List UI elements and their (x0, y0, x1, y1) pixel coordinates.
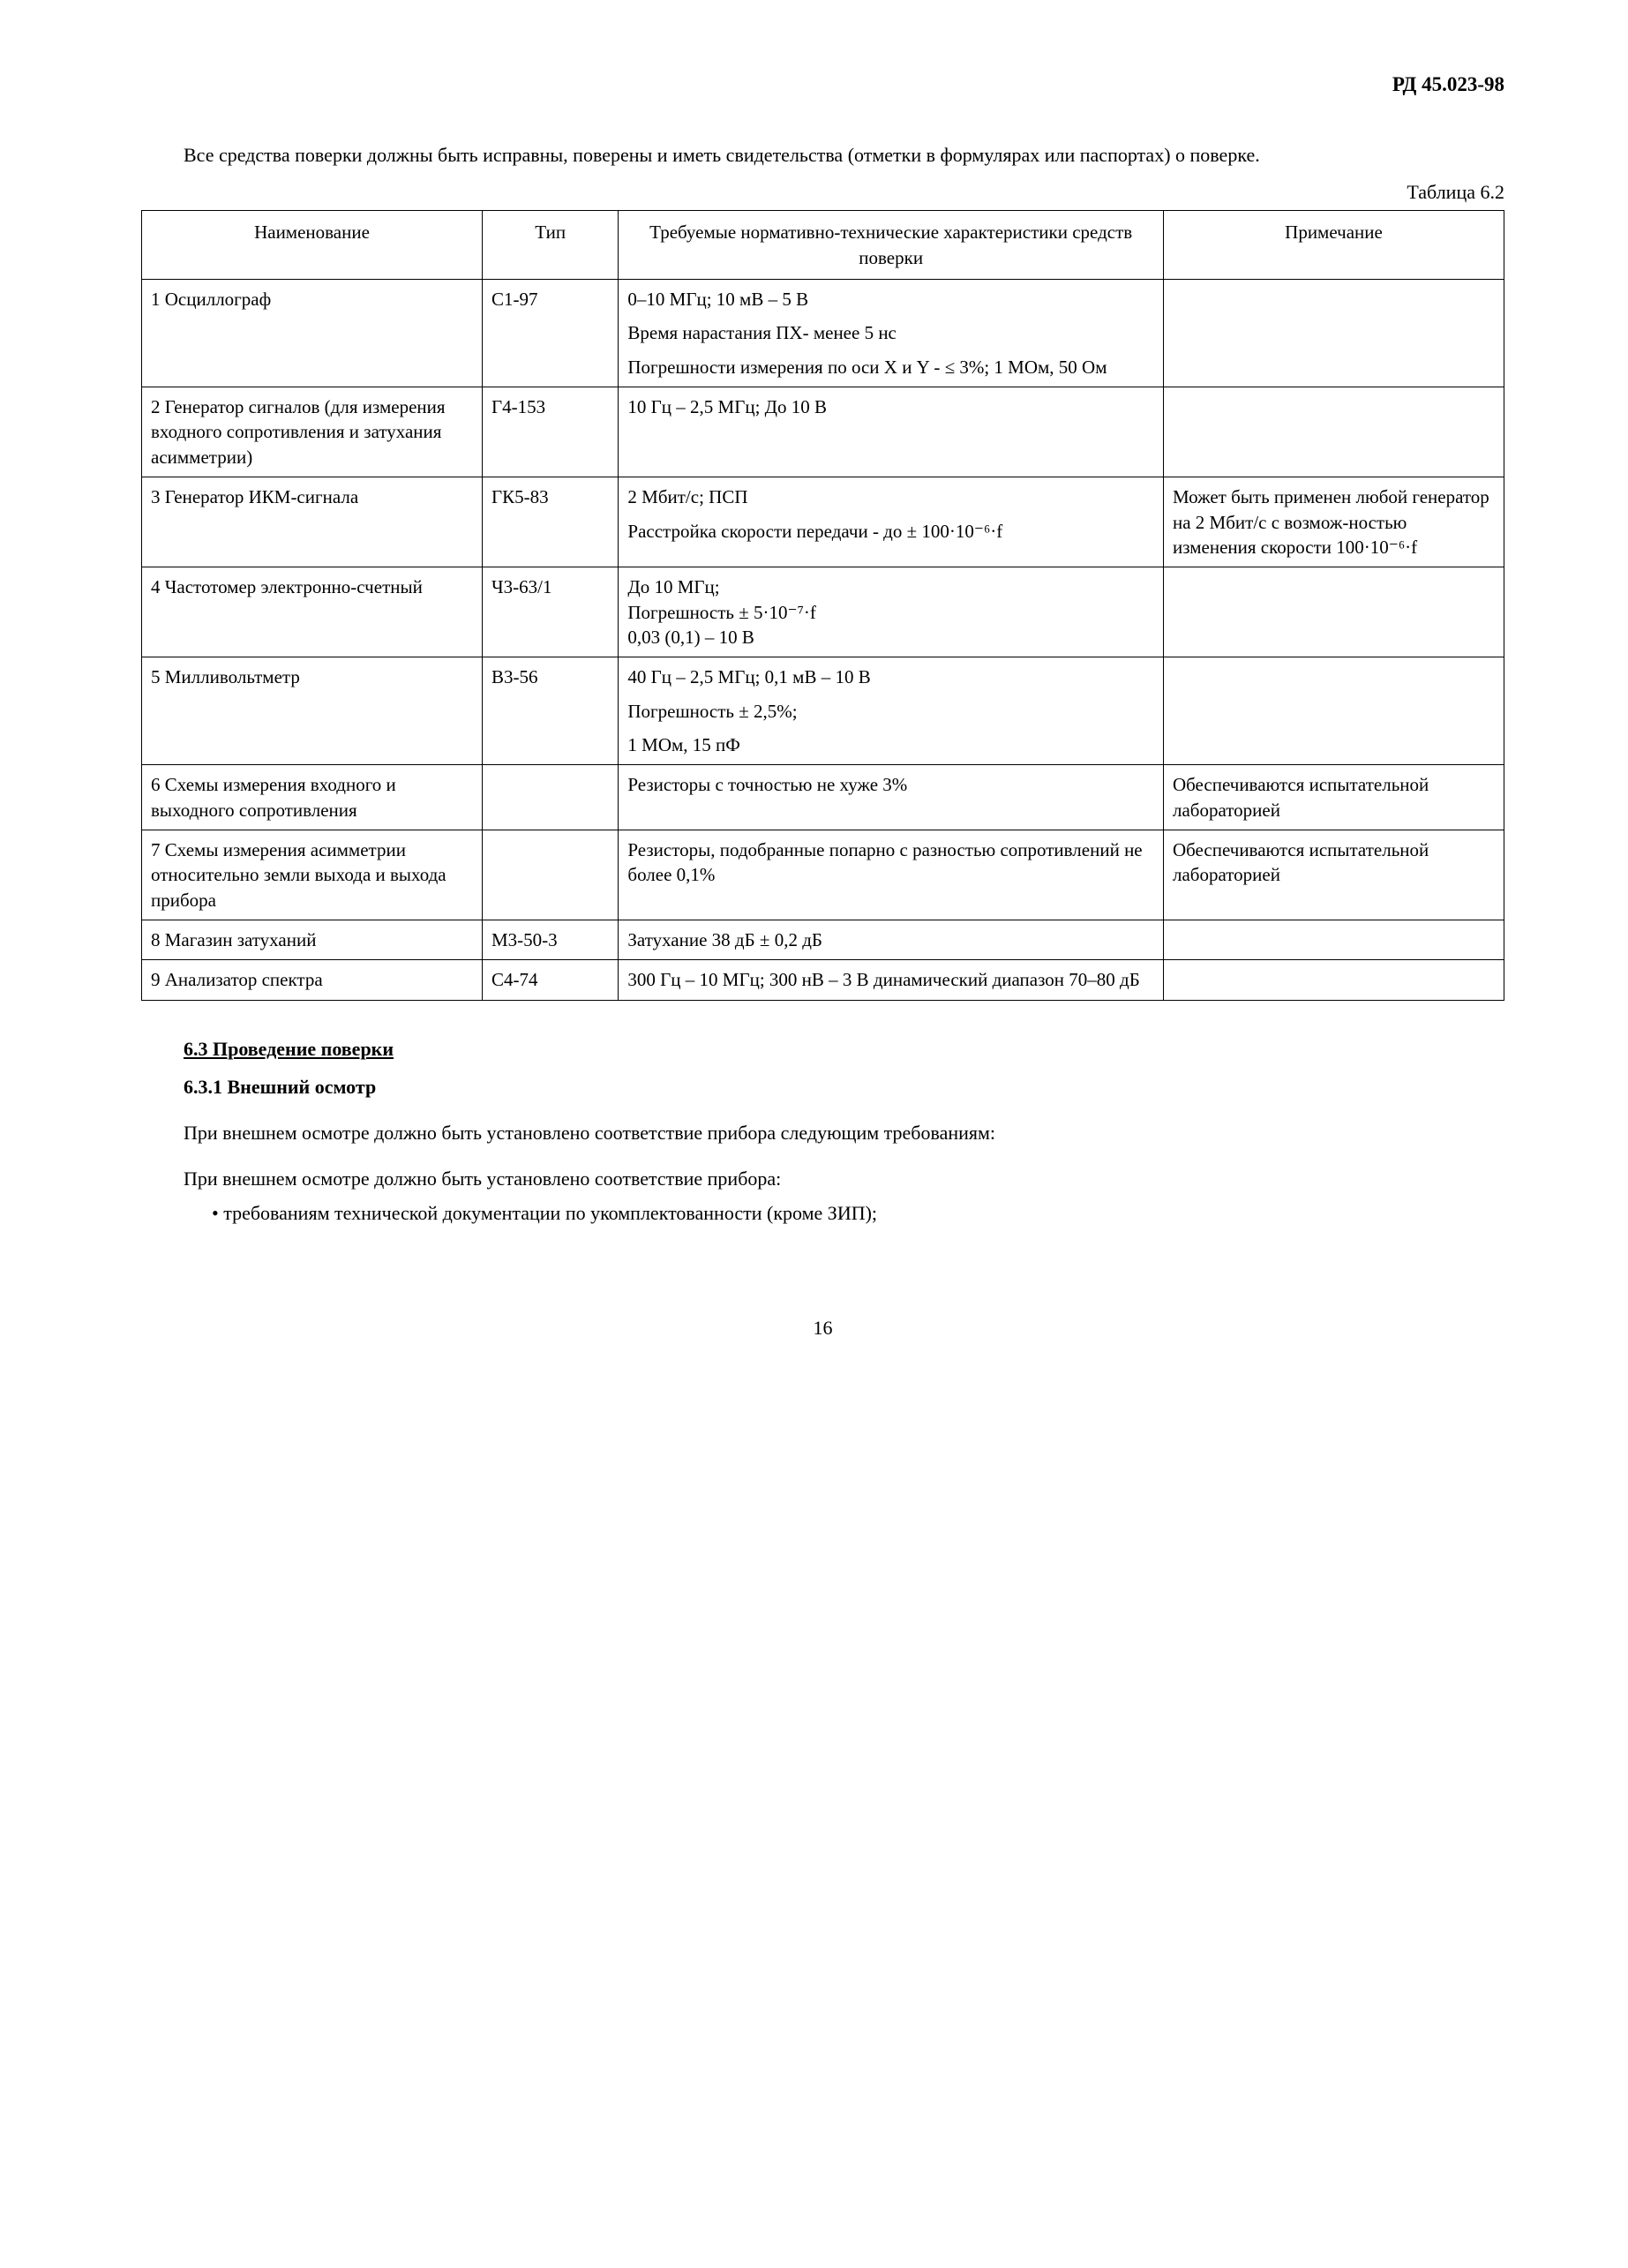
table-row: 2 Генератор сигналов (для измерения вход… (142, 387, 1504, 477)
spec-line: Затухание 38 дБ ± 0,2 дБ (627, 927, 1154, 952)
header-note: Примечание (1163, 211, 1504, 280)
cell-note (1163, 657, 1504, 765)
table-header-row: Наименование Тип Требуемые нормативно-те… (142, 211, 1504, 280)
table-row: 5 МилливольтметрВ3-5640 Гц – 2,5 МГц; 0,… (142, 657, 1504, 765)
table-caption: Таблица 6.2 (141, 179, 1504, 206)
cell-spec: 10 Гц – 2,5 МГц; До 10 В (619, 387, 1164, 477)
verification-means-table: Наименование Тип Требуемые нормативно-те… (141, 210, 1504, 1000)
body-paragraph-1: При внешнем осмотре должно быть установл… (141, 1120, 1504, 1146)
cell-type: М3-50-3 (483, 920, 619, 959)
cell-note (1163, 280, 1504, 387)
header-spec: Требуемые нормативно-технические характе… (619, 211, 1164, 280)
cell-spec: 300 Гц – 10 МГц; 300 нВ – 3 В динамическ… (619, 960, 1164, 1000)
cell-note: Обеспечиваются испытательной лабораторие… (1163, 830, 1504, 920)
cell-spec: Резисторы, подобранные попарно с разност… (619, 830, 1164, 920)
spec-line: 40 Гц – 2,5 МГц; 0,1 мВ – 10 В (627, 665, 1154, 689)
cell-name: 9 Анализатор спектра (142, 960, 483, 1000)
table-row: 6 Схемы измерения входного и выходного с… (142, 765, 1504, 830)
cell-spec: До 10 МГц; Погрешность ± 5·10⁻⁷·f 0,03 (… (619, 567, 1164, 657)
table-row: 8 Магазин затуханийМ3-50-3 Затухание 38 д… (142, 920, 1504, 959)
cell-spec: 2 Мбит/с; ПСП Расстройка скорости передач… (619, 477, 1164, 567)
cell-note: Обеспечиваются испытательной лабораторие… (1163, 765, 1504, 830)
header-name: Наименование (142, 211, 483, 280)
doc-header: РД 45.023-98 (141, 71, 1504, 98)
cell-name: 8 Магазин затуханий (142, 920, 483, 959)
table-row: 1 ОсциллографС1-97 0–10 МГц; 10 мВ – 5 В В… (142, 280, 1504, 387)
body-paragraph-2: При внешнем осмотре должно быть установл… (141, 1166, 1504, 1192)
cell-spec: 40 Гц – 2,5 МГц; 0,1 мВ – 10 В Погрешност… (619, 657, 1164, 765)
spec-line: Погрешности измерения по оси X и Y - ≤ 3… (627, 355, 1154, 379)
spec-line: Расстройка скорости передачи - до ± 100·… (627, 519, 1154, 544)
cell-type (483, 765, 619, 830)
intro-paragraph: Все средства поверки должны быть исправн… (141, 142, 1504, 169)
header-type: Тип (483, 211, 619, 280)
cell-name: 4 Частотомер электронно-счетный (142, 567, 483, 657)
cell-spec: 0–10 МГц; 10 мВ – 5 В Время нарастания ПХ… (619, 280, 1164, 387)
cell-type: Ч3-63/1 (483, 567, 619, 657)
cell-note (1163, 960, 1504, 1000)
spec-line: До 10 МГц; Погрешность ± 5·10⁻⁷·f 0,03 (… (627, 575, 1154, 650)
cell-name: 3 Генератор ИКМ-сигнала (142, 477, 483, 567)
cell-name: 6 Схемы измерения входного и выходного с… (142, 765, 483, 830)
page-number: 16 (141, 1315, 1504, 1341)
cell-type (483, 830, 619, 920)
cell-note (1163, 920, 1504, 959)
spec-line: Погрешность ± 2,5%; (627, 699, 1154, 724)
cell-note: Может быть применен любой генератор на 2… (1163, 477, 1504, 567)
cell-type: В3-56 (483, 657, 619, 765)
spec-line: Резисторы с точностью не хуже 3% (627, 772, 1154, 797)
cell-name: 5 Милливольтметр (142, 657, 483, 765)
cell-note (1163, 387, 1504, 477)
table-row: 3 Генератор ИКМ-сигналаГК5-832 Мбит/с; П… (142, 477, 1504, 567)
cell-name: 7 Схемы измерения асимметрии относительн… (142, 830, 483, 920)
cell-note (1163, 567, 1504, 657)
cell-name: 2 Генератор сигналов (для измерения вход… (142, 387, 483, 477)
sub-heading: 6.3.1 Внешний осмотр (141, 1074, 1504, 1100)
table-row: 7 Схемы измерения асимметрии относительн… (142, 830, 1504, 920)
spec-line: 2 Мбит/с; ПСП (627, 484, 1154, 509)
spec-line: 0–10 МГц; 10 мВ – 5 В (627, 287, 1154, 312)
bullet-item: требованиям технической документации по … (212, 1200, 1504, 1227)
spec-line: Резисторы, подобранные попарно с разност… (627, 837, 1154, 888)
spec-line: 10 Гц – 2,5 МГц; До 10 В (627, 394, 1154, 419)
cell-type: ГК5-83 (483, 477, 619, 567)
cell-type: С1-97 (483, 280, 619, 387)
section-heading: 6.3 Проведение поверки (141, 1036, 1504, 1063)
cell-name: 1 Осциллограф (142, 280, 483, 387)
cell-type: С4-74 (483, 960, 619, 1000)
table-row: 9 Анализатор спектраС4-74 300 Гц – 10 МГц… (142, 960, 1504, 1000)
cell-type: Г4-153 (483, 387, 619, 477)
spec-line: 1 МОм, 15 пФ (627, 732, 1154, 757)
spec-line: 300 Гц – 10 МГц; 300 нВ – 3 В динамическ… (627, 967, 1154, 992)
cell-spec: Затухание 38 дБ ± 0,2 дБ (619, 920, 1164, 959)
bullet-list: требованиям технической документации по … (141, 1200, 1504, 1227)
cell-spec: Резисторы с точностью не хуже 3% (619, 765, 1164, 830)
table-row: 4 Частотомер электронно-счетныйЧ3-63/1До… (142, 567, 1504, 657)
spec-line: Время нарастания ПХ- менее 5 нс (627, 320, 1154, 345)
